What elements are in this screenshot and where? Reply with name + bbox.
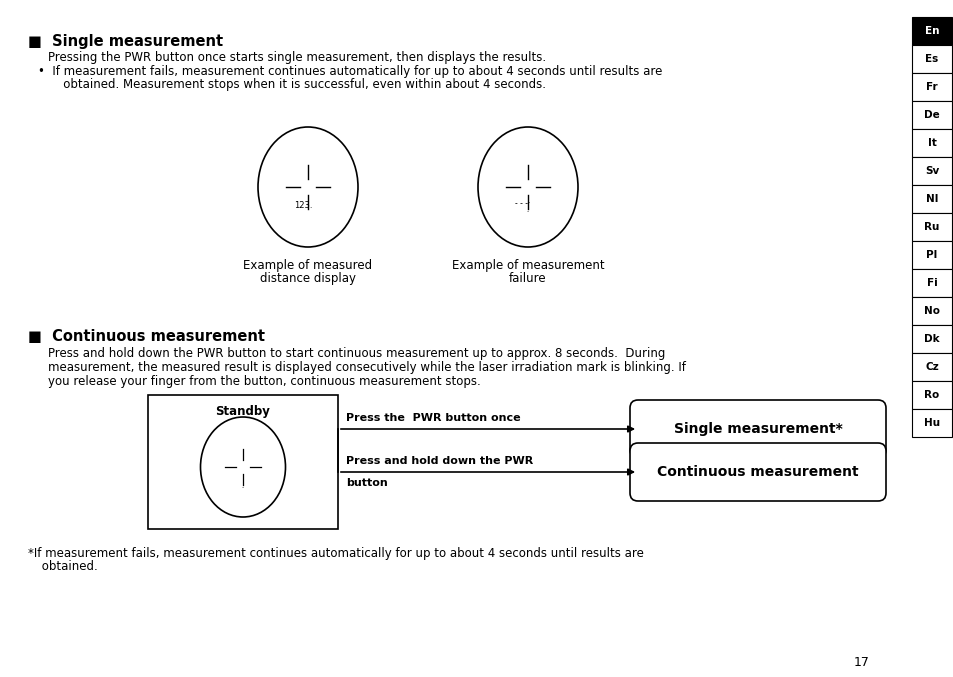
Text: ··: ·· xyxy=(526,209,529,214)
FancyBboxPatch shape xyxy=(911,185,951,213)
Text: Continuous measurement: Continuous measurement xyxy=(657,465,858,479)
Text: - - -·: - - -· xyxy=(515,199,530,208)
Text: ■  Single measurement: ■ Single measurement xyxy=(28,34,223,49)
Text: ■  Continuous measurement: ■ Continuous measurement xyxy=(28,329,265,344)
Text: Hu: Hu xyxy=(923,418,939,428)
Text: Nl: Nl xyxy=(924,194,937,204)
Text: distance display: distance display xyxy=(260,272,355,285)
Text: En: En xyxy=(923,26,939,36)
Text: Sv: Sv xyxy=(923,166,938,176)
FancyBboxPatch shape xyxy=(911,17,951,45)
FancyBboxPatch shape xyxy=(911,129,951,157)
Text: Ro: Ro xyxy=(923,390,939,400)
FancyBboxPatch shape xyxy=(911,101,951,129)
Text: Example of measured: Example of measured xyxy=(243,259,373,272)
Text: Press the  PWR button once: Press the PWR button once xyxy=(346,413,520,423)
Text: Pressing the PWR button once starts single measurement, then displays the result: Pressing the PWR button once starts sing… xyxy=(48,51,545,64)
FancyBboxPatch shape xyxy=(911,353,951,381)
FancyBboxPatch shape xyxy=(629,400,885,458)
Text: failure: failure xyxy=(509,272,546,285)
FancyBboxPatch shape xyxy=(911,157,951,185)
Text: De: De xyxy=(923,110,939,120)
FancyBboxPatch shape xyxy=(911,297,951,325)
Text: *If measurement fails, measurement continues automatically for up to about 4 sec: *If measurement fails, measurement conti… xyxy=(28,547,643,560)
Text: Ru: Ru xyxy=(923,222,939,232)
Text: Press and hold down the PWR: Press and hold down the PWR xyxy=(346,456,533,466)
Text: Es: Es xyxy=(924,54,938,64)
Text: ··: ·· xyxy=(241,485,245,490)
Text: Fr: Fr xyxy=(925,82,937,92)
FancyBboxPatch shape xyxy=(629,443,885,501)
Text: obtained. Measurement stops when it is successful, even within about 4 seconds.: obtained. Measurement stops when it is s… xyxy=(52,78,545,91)
FancyBboxPatch shape xyxy=(911,409,951,437)
FancyBboxPatch shape xyxy=(911,269,951,297)
Text: No: No xyxy=(923,306,939,316)
Text: Standby: Standby xyxy=(215,405,270,418)
Text: Dk: Dk xyxy=(923,334,939,344)
Text: measurement, the measured result is displayed consecutively while the laser irra: measurement, the measured result is disp… xyxy=(48,361,685,374)
Text: 123.: 123. xyxy=(294,201,312,210)
Text: Cz: Cz xyxy=(924,362,938,372)
Text: button: button xyxy=(346,478,387,488)
FancyBboxPatch shape xyxy=(911,45,951,73)
Text: •  If measurement fails, measurement continues automatically for up to about 4 s: • If measurement fails, measurement cont… xyxy=(38,65,661,78)
FancyBboxPatch shape xyxy=(911,73,951,101)
FancyBboxPatch shape xyxy=(911,325,951,353)
FancyBboxPatch shape xyxy=(911,213,951,241)
Text: Fi: Fi xyxy=(925,278,937,288)
Text: you release your finger from the button, continuous measurement stops.: you release your finger from the button,… xyxy=(48,375,480,388)
FancyBboxPatch shape xyxy=(911,241,951,269)
Text: Pl: Pl xyxy=(925,250,937,260)
Text: obtained.: obtained. xyxy=(38,560,97,573)
Text: Example of measurement: Example of measurement xyxy=(451,259,603,272)
Text: Press and hold down the PWR button to start continuous measurement up to approx.: Press and hold down the PWR button to st… xyxy=(48,347,664,360)
Text: 17: 17 xyxy=(853,657,869,670)
Text: It: It xyxy=(926,138,936,148)
FancyBboxPatch shape xyxy=(911,381,951,409)
Text: Single measurement*: Single measurement* xyxy=(673,422,841,436)
FancyBboxPatch shape xyxy=(148,395,337,529)
